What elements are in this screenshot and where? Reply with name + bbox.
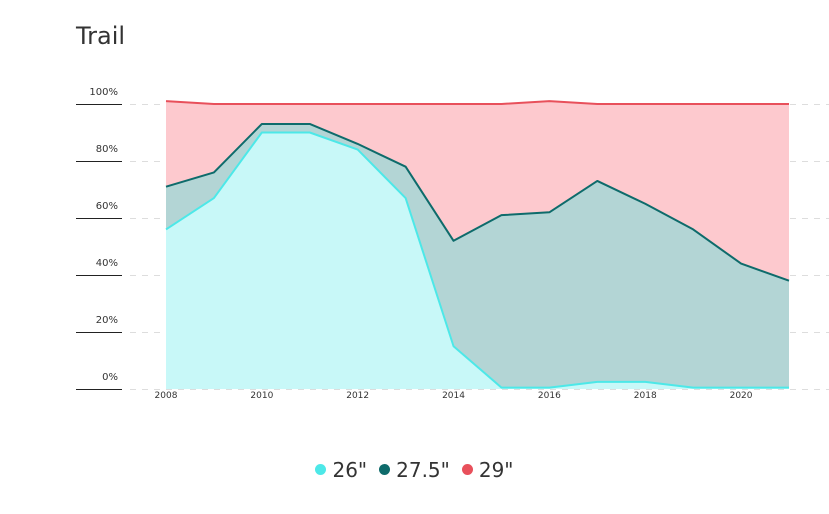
x-tick-label: 2010 [250, 391, 273, 401]
x-tick-label: 2018 [634, 391, 657, 401]
y-tick-label: 0% [102, 372, 118, 383]
legend-marker-icon [315, 464, 327, 475]
y-tick-label: 100% [89, 87, 118, 98]
legend: 26" 27.5" 29" [0, 456, 829, 482]
x-tick-label: 2020 [730, 391, 753, 401]
legend-item[interactable]: 27.5" [379, 458, 450, 482]
legend-label: 26" [332, 457, 368, 482]
legend-label: 29" [478, 457, 514, 482]
y-tick-label: 40% [96, 258, 118, 269]
series-areas [166, 101, 789, 390]
x-tick-label: 2016 [538, 391, 561, 401]
y-tick-label: 20% [96, 315, 118, 326]
chart-title: Trail [76, 22, 126, 50]
y-axis: 0% 20% 40% 60% 80% 100% [76, 87, 122, 390]
x-axis: 2008 2010 2012 2014 2016 2018 2020 [155, 391, 753, 401]
x-tick-label: 2014 [442, 391, 465, 401]
series-line-0 [165, 131, 789, 389]
series-line-1 [165, 122, 790, 282]
x-tick-label: 2008 [155, 391, 178, 401]
series-lines [165, 100, 790, 389]
legend-label: 27.5" [396, 457, 450, 482]
x-tick-label: 2012 [346, 391, 369, 401]
y-tick-label: 60% [96, 201, 118, 212]
legend-item[interactable]: 26" [315, 458, 367, 482]
area-0 [166, 132, 789, 389]
legend-marker-icon [379, 464, 391, 475]
series-line-2 [165, 100, 789, 105]
legend-item[interactable]: 29" [461, 457, 514, 482]
legend-marker-icon [461, 464, 473, 475]
y-tick-label: 80% [96, 144, 118, 155]
